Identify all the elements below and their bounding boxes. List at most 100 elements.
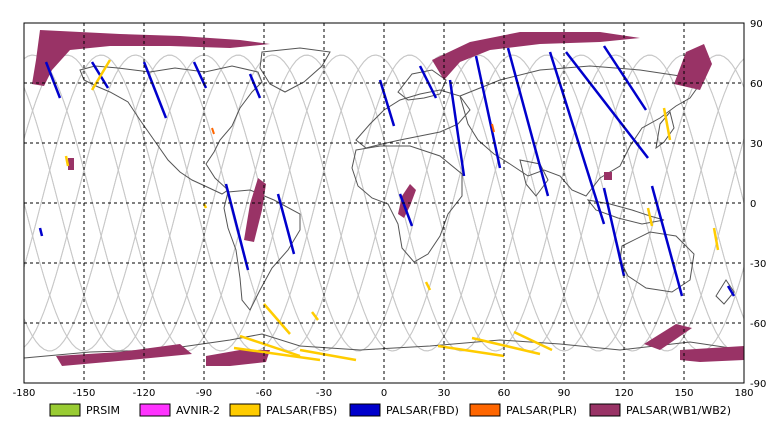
- fbd-strip: [248, 73, 262, 99]
- fbs-strip: [64, 155, 70, 167]
- map-frame: [23, 22, 745, 384]
- fbd-strip: [506, 47, 550, 197]
- lat-tick-label: -60: [750, 319, 766, 330]
- lon-tick-label: 0: [381, 388, 387, 399]
- lat-tick-label: -90: [750, 379, 766, 390]
- fbs-strip: [233, 346, 321, 362]
- coast-greenland: [259, 47, 331, 93]
- fbs-strip: [311, 311, 319, 321]
- coast-india: [519, 159, 549, 197]
- fbd-strip: [650, 185, 684, 297]
- lon-tick-label: 90: [558, 388, 571, 399]
- lon-tick-label: 30: [438, 388, 451, 399]
- wb-swaths: [32, 30, 744, 366]
- fbd-strip: [602, 45, 648, 111]
- fbd-strip: [448, 79, 466, 177]
- fbd-strip: [44, 61, 62, 99]
- lon-tick-label: 120: [614, 388, 633, 399]
- coast-antarctica: [24, 333, 744, 383]
- fbd-strips: [38, 45, 736, 297]
- fbd-strip: [142, 61, 168, 119]
- coast-australia: [619, 231, 695, 293]
- fbd-strip: [276, 193, 296, 255]
- fbs-strip: [263, 303, 291, 335]
- wb-swath-antarctic-4: [680, 346, 744, 362]
- latitude-labels: 90 60 30 0 -30 -60 -90: [750, 19, 766, 390]
- lon-tick-label: 180: [734, 388, 753, 399]
- lat-tick-label: 60: [750, 79, 763, 90]
- lat-tick-label: -30: [750, 259, 766, 270]
- fbd-strip: [565, 51, 649, 159]
- coast-indonesia: [586, 199, 665, 225]
- legend-swatch: [49, 403, 81, 417]
- lon-tick-label: 150: [674, 388, 693, 399]
- orbit-track: [24, 54, 744, 352]
- wb-swath-antarctic-3: [644, 324, 692, 350]
- plr-mark: [211, 127, 215, 135]
- fbd-strip: [726, 285, 736, 297]
- fbd-strip: [224, 183, 250, 271]
- fbs-strip: [662, 107, 672, 141]
- wb-swath-s-america: [244, 178, 266, 242]
- legend-swatch: [469, 403, 501, 417]
- lat-tick-label: 90: [750, 19, 763, 30]
- plr-marks: [211, 123, 495, 135]
- wb-swath-arctic-east: [432, 32, 640, 80]
- coast-south-america: [223, 189, 301, 311]
- coast-north-america: [79, 65, 263, 195]
- lon-tick-label: -60: [256, 388, 272, 399]
- wb-swath-asia-small: [604, 172, 612, 180]
- fbs-strip: [90, 59, 112, 91]
- fbd-strip: [474, 55, 502, 169]
- wb-swath-africa: [398, 184, 416, 218]
- lon-tick-label: -120: [133, 388, 156, 399]
- fbs-strip: [471, 336, 541, 356]
- fbs-strip: [424, 281, 432, 291]
- legend-swatch: [139, 403, 171, 417]
- fbs-strip: [239, 334, 301, 358]
- lon-tick-label: -180: [13, 388, 36, 399]
- lon-tick-label: -90: [196, 388, 212, 399]
- fbd-strip: [38, 227, 44, 237]
- lon-tick-label: -30: [316, 388, 332, 399]
- legend-swatch: [589, 403, 621, 417]
- legend: PRSIM AVNIR-2 PALSAR(FBS) PALSAR(FBD) PALSAR…: [49, 403, 731, 417]
- lon-tick-label: 60: [498, 388, 511, 399]
- coast-africa: [351, 145, 463, 263]
- lon-tick-label: -150: [73, 388, 96, 399]
- legend-label: PALSAR(PLR): [506, 404, 577, 417]
- fbd-strip: [548, 51, 606, 225]
- fbs-strip: [437, 344, 505, 358]
- coastlines: [24, 47, 744, 383]
- fbd-strip: [398, 193, 414, 227]
- longitude-labels: -180 -150 -120 -90 -60 -30 0 30 60 90 120 150 180: [13, 388, 754, 399]
- legend-swatch: [229, 403, 261, 417]
- wb-swath-pacific-small: [68, 158, 74, 170]
- coast-new-zealand: [715, 279, 735, 305]
- wb-swath-antarctic-2: [206, 350, 270, 366]
- coast-scandinavia: [397, 69, 447, 101]
- wb-swath-antarctic-1: [56, 344, 192, 366]
- legend-swatch: [349, 403, 381, 417]
- lat-lon-grid: [24, 23, 744, 383]
- fbs-strip: [712, 227, 720, 251]
- orbit-track: [24, 54, 744, 352]
- legend-label: AVNIR-2: [176, 404, 220, 417]
- fbd-strip: [418, 65, 438, 99]
- lat-tick-label: 0: [750, 199, 756, 210]
- lat-tick-label: 30: [750, 139, 763, 150]
- orbit-track: [24, 54, 744, 352]
- coast-asia: [459, 65, 701, 197]
- fbs-strip: [646, 207, 654, 227]
- wb-swath-arctic-west: [32, 30, 270, 86]
- legend-label: PALSAR(FBS): [266, 404, 337, 417]
- fbs-strips: [64, 59, 720, 362]
- fbs-strip: [299, 348, 357, 362]
- fbs-strip: [513, 330, 553, 352]
- fbd-strip: [378, 79, 396, 127]
- legend-label: PALSAR(WB1/WB2): [626, 404, 731, 417]
- plr-mark: [491, 123, 495, 133]
- legend-label: PALSAR(FBD): [386, 404, 459, 417]
- legend-label: PRSIM: [86, 404, 120, 417]
